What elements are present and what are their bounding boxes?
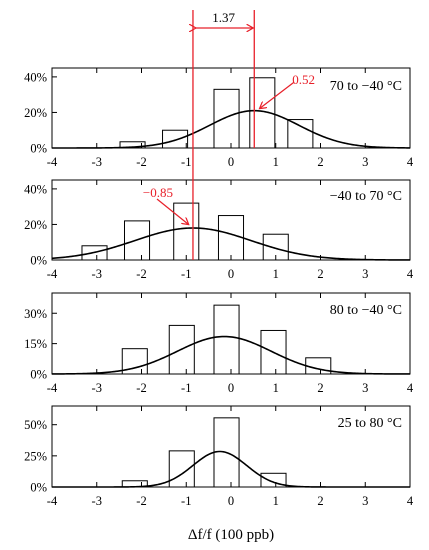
x-tick-label: 4 — [407, 381, 414, 395]
x-tick-label: 4 — [407, 494, 414, 508]
histogram-bar — [168, 450, 195, 488]
x-tick-label: -1 — [181, 494, 191, 508]
x-tick-label: 2 — [317, 381, 323, 395]
y-tick-label: 0% — [30, 142, 47, 156]
y-tick-label: 15% — [24, 337, 47, 351]
y-tick-label: 40% — [24, 70, 47, 84]
x-tick-label: 3 — [362, 267, 368, 281]
x-tick-label: -2 — [136, 155, 146, 169]
y-tick-label: 20% — [24, 106, 47, 120]
peak-arrow-neg085 — [156, 198, 188, 224]
y-tick-label: 20% — [24, 218, 47, 232]
histogram-panel: -4 -3 -2 -1 0 1 2 3 4 0% 15% 30% 80 to −40 °C — [24, 292, 414, 395]
histogram-bar — [213, 88, 240, 149]
histogram-bar — [173, 202, 200, 261]
histogram-bar — [162, 129, 189, 149]
histogram-panel: -4 -3 -2 -1 0 1 2 3 40%20%40%70 to −40 °C — [24, 67, 414, 169]
x-tick-label: -2 — [136, 494, 146, 508]
x-tick-label: 0 — [228, 155, 234, 169]
x-tick-label: 3 — [362, 494, 368, 508]
panel-label: 25 to 80 °C — [338, 416, 402, 431]
x-tick-label: 1 — [273, 381, 279, 395]
y-tick-label: 0% — [30, 368, 47, 382]
peak-label-052: 0.52 — [292, 72, 315, 87]
x-tick-label: 3 — [362, 381, 368, 395]
difference-label: 1.37 — [212, 10, 235, 25]
x-tick-label: -2 — [136, 267, 146, 281]
x-tick-label: 0 — [228, 267, 234, 281]
y-tick-label: 50% — [24, 418, 47, 432]
gaussian-fit-curve — [52, 335, 410, 375]
x-tick-label: -1 — [181, 267, 191, 281]
x-tick-label: -3 — [92, 494, 102, 508]
y-tick-label: 40% — [24, 182, 47, 196]
x-tick-label: -1 — [181, 155, 191, 169]
x-tick-label: 4 — [407, 267, 414, 281]
x-tick-label: 1 — [273, 155, 279, 169]
x-tick-label: 0 — [228, 381, 234, 395]
x-tick-label: -3 — [92, 155, 102, 169]
y-tick-label: 30% — [24, 307, 47, 321]
x-axis-title: Δf/f (100 ppb) — [188, 527, 274, 543]
y-tick-label: 25% — [24, 449, 47, 463]
peak-arrow-052 — [260, 81, 295, 108]
y-tick-label: 0% — [30, 481, 47, 495]
x-tick-label: 2 — [317, 267, 323, 281]
x-tick-label: 3 — [362, 155, 368, 169]
x-tick-label: -3 — [92, 381, 102, 395]
x-tick-label: -4 — [47, 155, 58, 169]
y-tick-label: 0% — [30, 254, 47, 268]
panel-label: −40 to 70 °C — [330, 189, 402, 204]
x-tick-label: -4 — [47, 494, 58, 508]
x-tick-label: -1 — [181, 381, 191, 395]
x-tick-label: -4 — [47, 267, 58, 281]
histogram-bar — [305, 357, 332, 375]
histogram-bar — [217, 215, 245, 261]
x-tick-label: -3 — [92, 267, 102, 281]
histogram-panel: -4 -3 -2 -1 0 1 2 3 40%20%40% −40 to 70 °C — [24, 179, 414, 281]
x-tick-label: 0 — [228, 494, 234, 508]
histogram-panel: -4 -3 -2 -1 0 1 2 3 4 0% 25% 50% 25 to 80 °C — [24, 405, 414, 508]
histogram-bar — [213, 304, 240, 375]
x-tick-label: 4 — [407, 155, 414, 169]
x-tick-label: 1 — [273, 494, 279, 508]
x-tick-label: -2 — [136, 381, 146, 395]
x-tick-label: 1 — [273, 267, 279, 281]
x-tick-label: 2 — [317, 155, 323, 169]
panel-label: 80 to −40 °C — [330, 303, 402, 318]
histogram-bar — [287, 119, 314, 149]
peak-label-neg085: −0.85 — [143, 185, 173, 200]
panel-label: 70 to −40 °C — [330, 79, 402, 94]
gaussian-fit-curve — [51, 227, 410, 261]
x-tick-label: 2 — [317, 494, 323, 508]
x-tick-label: -4 — [47, 381, 58, 395]
